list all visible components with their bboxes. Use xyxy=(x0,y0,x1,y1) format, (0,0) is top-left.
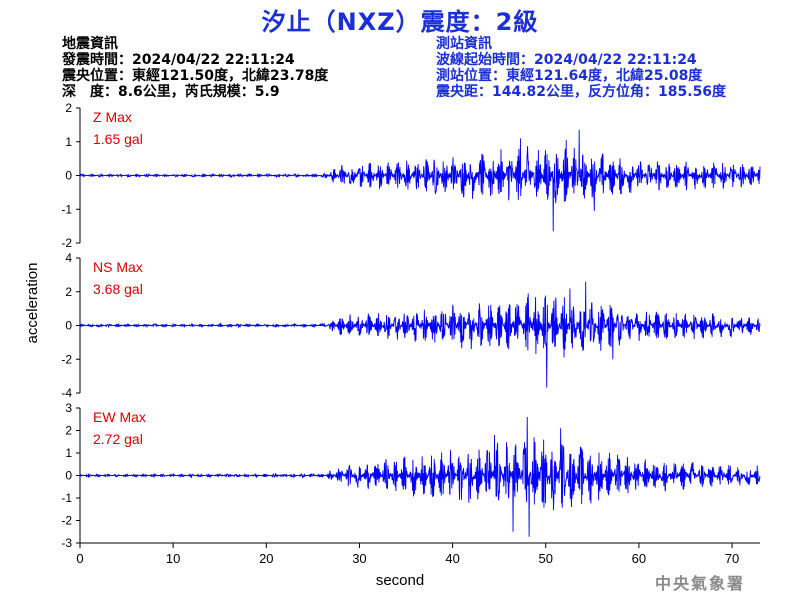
earthquake-info-heading: 地震資訊 xyxy=(62,36,118,52)
wave-start-time: 波線起始時間：2024/04/22 22:11:24 xyxy=(436,52,697,68)
y-tick-label: -1 xyxy=(61,202,72,216)
y-tick-label: 1 xyxy=(65,446,72,460)
y-tick-label: -2 xyxy=(61,514,72,528)
y-tick-label: 0 xyxy=(65,169,72,183)
max-label-ns: NS Max xyxy=(93,259,143,275)
max-value-ns: 3.68 gal xyxy=(93,281,143,297)
origin-time: 發震時間：2024/04/22 22:11:24 xyxy=(62,52,295,68)
x-tick-label: 10 xyxy=(166,551,180,566)
x-tick-label: 20 xyxy=(259,551,273,566)
x-tick-label: 50 xyxy=(539,551,553,566)
x-tick-label: 70 xyxy=(725,551,739,566)
x-tick-label: 30 xyxy=(352,551,366,566)
y-tick-label: -2 xyxy=(61,236,72,250)
y-tick-label: 4 xyxy=(65,251,72,265)
y-axis-title: acceleration xyxy=(24,263,41,344)
waveform-ns xyxy=(79,281,761,388)
x-tick-label: 0 xyxy=(76,551,83,566)
y-tick-label: 3 xyxy=(65,401,72,415)
x-tick-label: 40 xyxy=(445,551,459,566)
max-label-ew: EW Max xyxy=(93,409,146,425)
waveform-ew xyxy=(79,416,761,537)
max-value-z: 1.65 gal xyxy=(93,131,143,147)
depth-magnitude: 深 度：8.6公里，芮氏規模：5.9 xyxy=(62,84,280,100)
epicenter-location: 震央位置：東經121.50度，北緯23.78度 xyxy=(62,68,329,84)
y-tick-label: -3 xyxy=(61,536,72,550)
y-tick-label: -4 xyxy=(61,386,72,400)
epicentral-distance: 震央距：144.82公里，反方位角：185.56度 xyxy=(436,84,727,100)
station-info-heading: 測站資訊 xyxy=(436,36,492,52)
y-tick-label: 1 xyxy=(65,135,72,149)
earthquake-info: 地震資訊 發震時間：2024/04/22 22:11:24 震央位置：東經121… xyxy=(62,36,328,100)
page-title: 汐止（NXZ）震度：2級 xyxy=(261,8,539,36)
station-location: 測站位置：東經121.64度，北緯25.08度 xyxy=(436,68,703,84)
max-value-ew: 2.72 gal xyxy=(93,431,143,447)
y-tick-label: 0 xyxy=(65,469,72,483)
y-tick-label: 2 xyxy=(65,424,72,438)
agency-watermark: 中央氣象署 xyxy=(655,574,746,593)
y-tick-label: 2 xyxy=(65,101,72,115)
station-info: 測站資訊 波線起始時間：2024/04/22 22:11:24 測站位置：東經1… xyxy=(436,36,726,100)
y-tick-label: 0 xyxy=(65,319,72,333)
x-axis-title: second xyxy=(376,572,424,589)
max-label-z: Z Max xyxy=(93,109,132,125)
y-tick-label: -1 xyxy=(61,491,72,505)
y-tick-label: -2 xyxy=(61,352,72,366)
y-tick-label: 2 xyxy=(65,285,72,299)
x-tick-label: 60 xyxy=(632,551,646,566)
waveform-z xyxy=(79,129,761,232)
